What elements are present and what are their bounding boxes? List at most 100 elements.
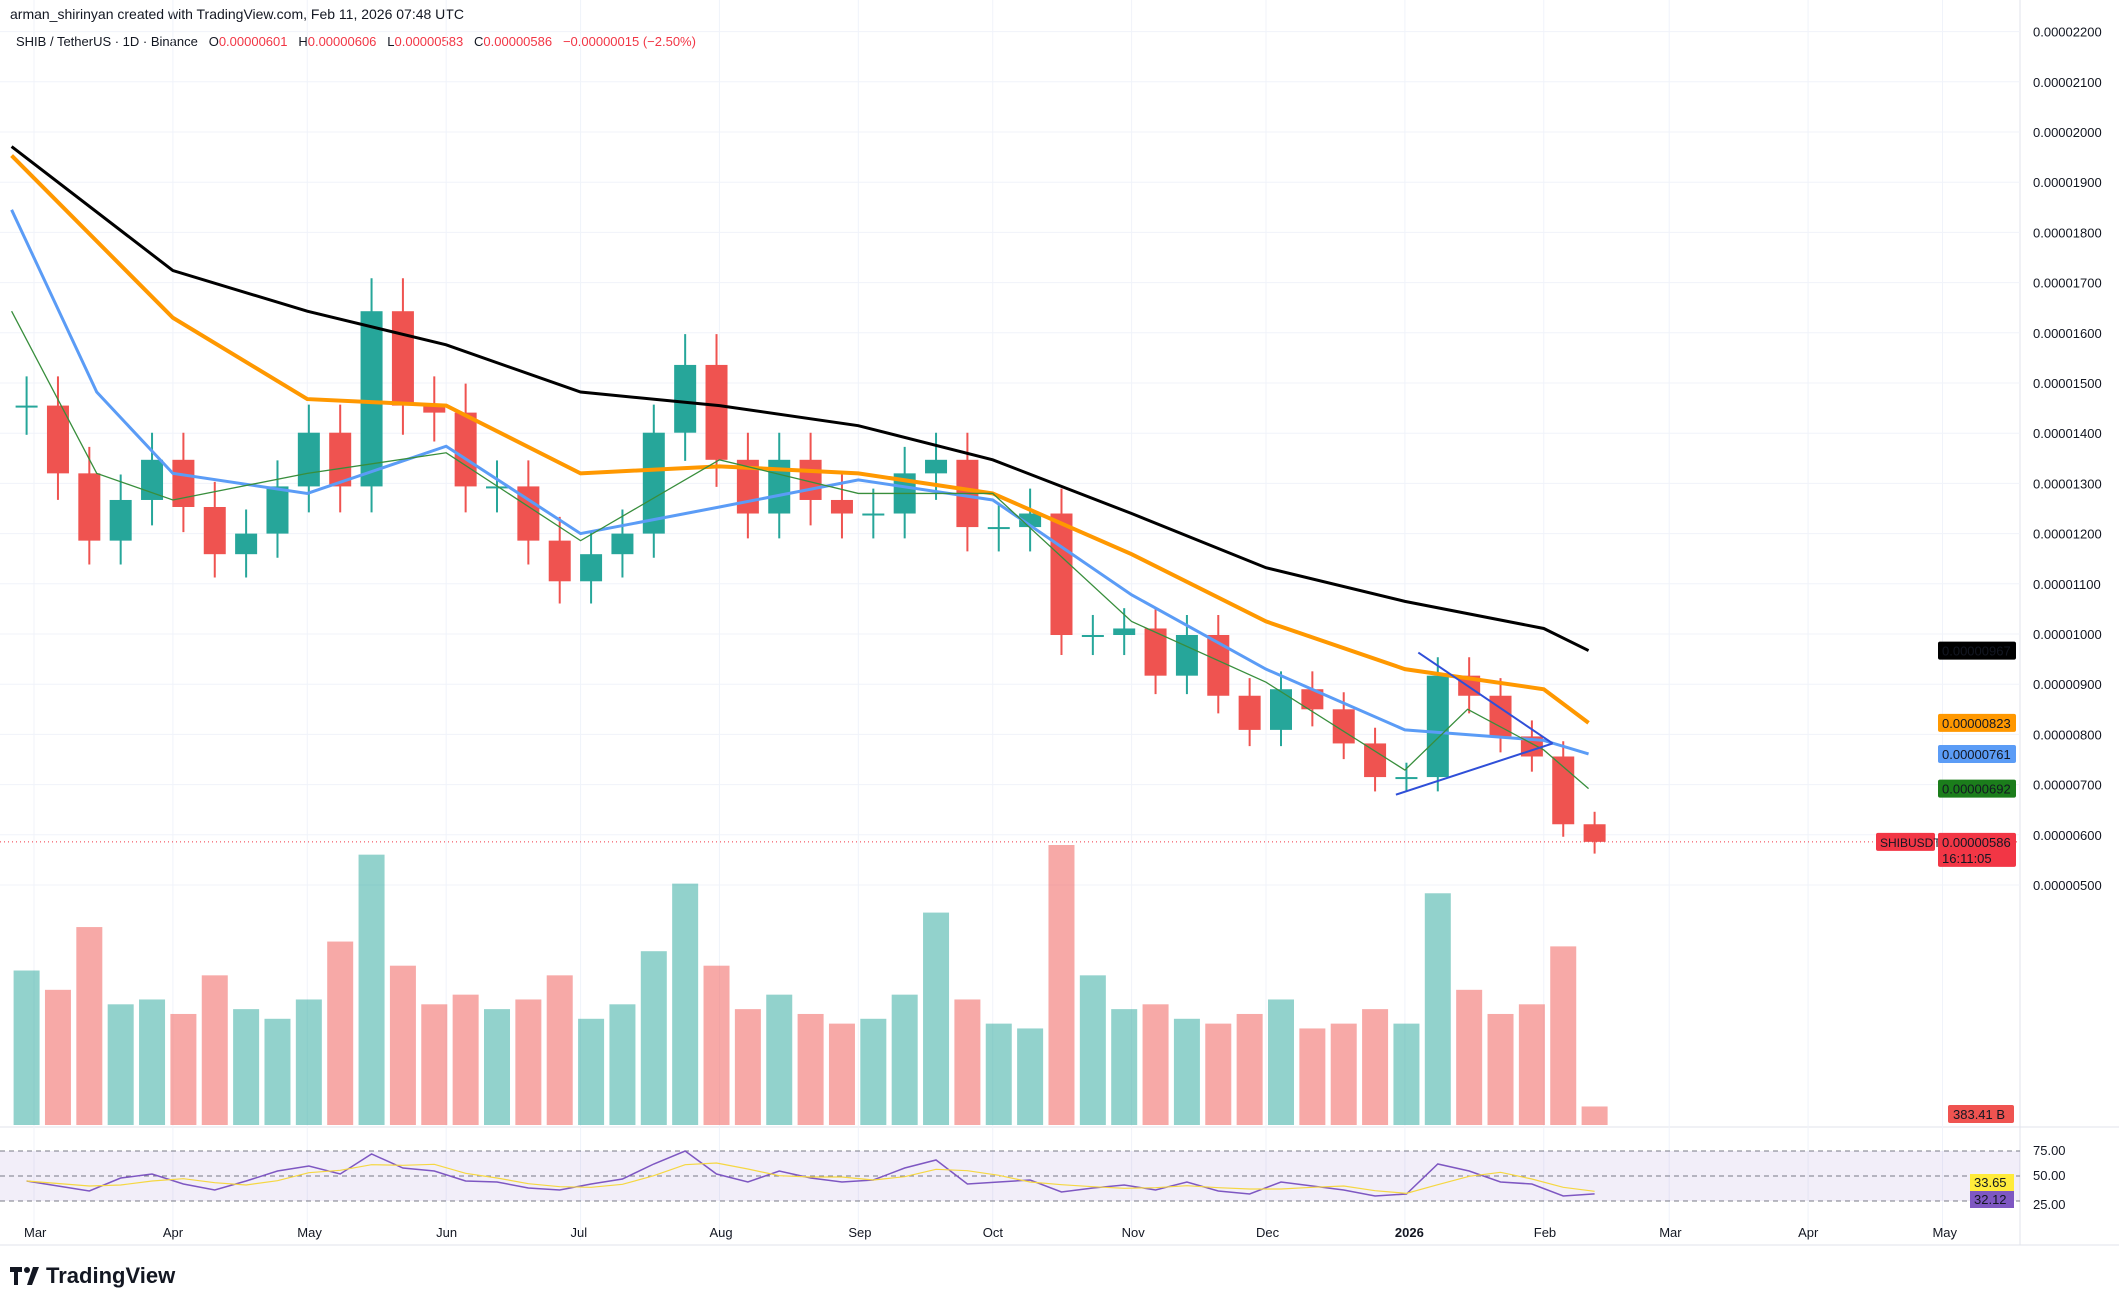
candle-body (391, 311, 414, 406)
candle-body (1113, 628, 1136, 636)
y-tick-label: 0.00001100 (2033, 577, 2101, 592)
candle-body (486, 486, 508, 489)
volume-bar (828, 1023, 855, 1125)
volume-value: 383.41 B (1953, 1107, 2005, 1122)
price-chart[interactable]: 0.00000500 0.00000600 0.00000700 0.00000800… (0, 0, 2119, 1250)
x-tick-label: Jul (571, 1225, 588, 1240)
x-tick-label: Mar (1659, 1225, 1682, 1240)
y-tick-label: 0.00000500 (2033, 878, 2102, 893)
volume-bar (201, 975, 228, 1125)
volume-bar (139, 999, 166, 1125)
volume-bar (1581, 1106, 1608, 1125)
candle-body (1489, 695, 1512, 737)
y-tick-label: 0.00001900 (2033, 175, 2102, 190)
volume-bar (672, 883, 699, 1125)
tradingview-logo-icon (10, 1267, 39, 1285)
y-tick-label: 0.00001600 (2033, 326, 2102, 341)
candle-body (203, 506, 226, 555)
volume-bar (1330, 1023, 1357, 1125)
y-tick-label: 0.00001800 (2033, 225, 2102, 240)
symbol-badge-label: SHIBUSDT (1880, 836, 1941, 850)
y-tick-label: 0.00002100 (2033, 75, 2102, 90)
volume-bar (1487, 1013, 1514, 1125)
volume-bar (515, 999, 542, 1125)
rsi-ma-line (26, 1162, 1595, 1194)
candle-body (1050, 513, 1073, 636)
x-tick-label: Jun (436, 1225, 457, 1240)
close-value: 0.00000586 (483, 34, 553, 49)
volume-bar (295, 999, 322, 1125)
low-label: L (387, 34, 395, 49)
candle-body (580, 554, 603, 582)
ma200-value: 0.00000967 (1942, 644, 2011, 659)
candle-body (266, 486, 289, 534)
rsi-level-label: 25.00 (2033, 1197, 2066, 1212)
volume-bar (1017, 1028, 1044, 1125)
x-tick-label: Sep (848, 1225, 871, 1240)
volume-bar (1173, 1018, 1200, 1125)
volume-bar (640, 951, 667, 1125)
x-tick-label: Mar (24, 1225, 47, 1240)
y-tick-label: 0.00001700 (2033, 276, 2102, 291)
volume-bar (1299, 1028, 1326, 1125)
candle-body (78, 473, 101, 541)
y-tick-label: 0.00001000 (2033, 627, 2102, 642)
volume-bar (1048, 845, 1075, 1125)
candle-body (15, 405, 38, 408)
rsi-ma-badge (1970, 1174, 2014, 1191)
last-price-value: 0.00000586 (1942, 835, 2011, 850)
ma20-value: 0.00000692 (1942, 782, 2011, 797)
ma200-line (10, 145, 1590, 652)
ma100-value: 0.00000823 (1942, 716, 2011, 731)
candle-body (548, 540, 571, 582)
ma20-badge (1938, 779, 2016, 798)
y-tick-label: 0.00000800 (2033, 727, 2102, 742)
ma200-badge (1938, 641, 2016, 660)
last-price-badge (1938, 832, 2016, 867)
ma100-badge (1938, 713, 2016, 732)
rsi-line (26, 1150, 1595, 1197)
y-tick-label: 0.00001500 (2033, 376, 2102, 391)
volume-bar (484, 1009, 510, 1125)
volume-bar (609, 1004, 636, 1125)
volume-bar (1142, 1004, 1169, 1125)
volume-bar (170, 1013, 197, 1125)
symbol-label[interactable]: SHIB / TetherUS · 1D · Binance (16, 34, 198, 49)
y-tick-label: 0.00001200 (2033, 527, 2102, 542)
candle-body (360, 311, 383, 487)
volume-bar (954, 999, 981, 1125)
candle-body (674, 364, 697, 433)
candle-body (1238, 695, 1261, 730)
y-tick-label: 0.00001300 (2033, 476, 2102, 491)
volume-bar (1456, 989, 1483, 1125)
volume-bar (1111, 1009, 1138, 1125)
volume-bar (13, 970, 40, 1125)
ma100-line (10, 154, 1590, 725)
volume-bar (703, 965, 730, 1125)
candle-body (1364, 743, 1387, 778)
volume-bar (233, 1009, 260, 1125)
y-tick-label: 0.00000900 (2033, 677, 2102, 692)
x-tick-label: Oct (983, 1225, 1004, 1240)
volume-bar (44, 989, 71, 1125)
x-tick-label: Apr (1798, 1225, 1819, 1240)
candle-body (1395, 777, 1418, 780)
candle-body (1301, 689, 1324, 710)
symbol-badge (1876, 832, 1935, 851)
volume-bar (358, 854, 385, 1125)
volume-bar (452, 994, 479, 1125)
tradingview-logo[interactable]: TradingView (10, 1263, 175, 1289)
ma20-line (11, 310, 1589, 790)
volume-bar (1205, 1023, 1232, 1125)
volume-bar (76, 927, 103, 1125)
y-tick-label: 0.00002200 (2033, 25, 2102, 40)
candle-body (329, 432, 352, 487)
high-label: H (298, 34, 308, 49)
volume-bar (1268, 999, 1294, 1125)
x-tick-label: Dec (1256, 1225, 1280, 1240)
high-value: 0.00000606 (307, 34, 377, 49)
candle-body (297, 432, 320, 487)
volume-bar (546, 975, 573, 1125)
candle-body (454, 412, 477, 487)
ma50-value: 0.00000761 (1942, 747, 2011, 762)
